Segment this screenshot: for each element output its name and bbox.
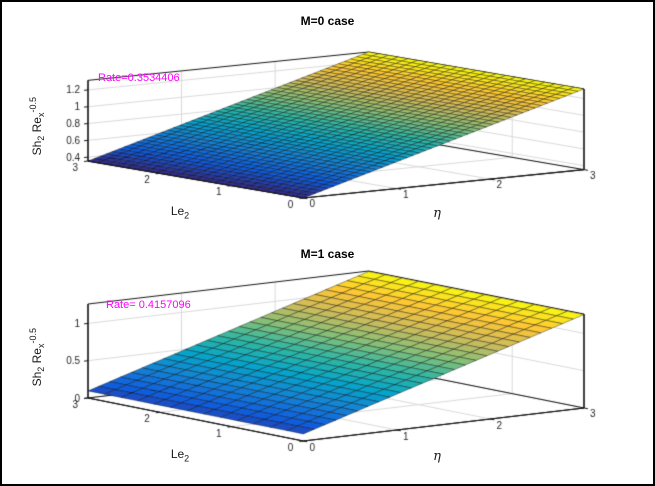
y-axis-label: Le2 (170, 204, 190, 221)
plot-title: M=0 case (300, 14, 355, 28)
rate-annotation: Rate= 0.4157096 (106, 299, 191, 311)
plot-title: M=1 case (300, 247, 355, 261)
x-axis-label: η (433, 449, 441, 464)
surface-plot-canvas-m0 (2, 2, 653, 243)
subplot-m0-case: M=0 case Rate=0.3534406 Sh2 Rex-0.5 Le2 … (2, 2, 653, 243)
y-axis-label: Le2 (170, 447, 190, 464)
z-axis-label: Sh2 Rex-0.5 (27, 327, 47, 387)
x-axis-label: η (433, 206, 441, 221)
rate-annotation: Rate=0.3534406 (98, 72, 180, 84)
z-axis-label: Sh2 Rex-0.5 (27, 96, 47, 156)
surface-plot-canvas-m1 (2, 243, 653, 484)
subplot-m1-case: M=1 case Rate= 0.4157096 Sh2 Rex-0.5 Le2… (2, 243, 653, 484)
